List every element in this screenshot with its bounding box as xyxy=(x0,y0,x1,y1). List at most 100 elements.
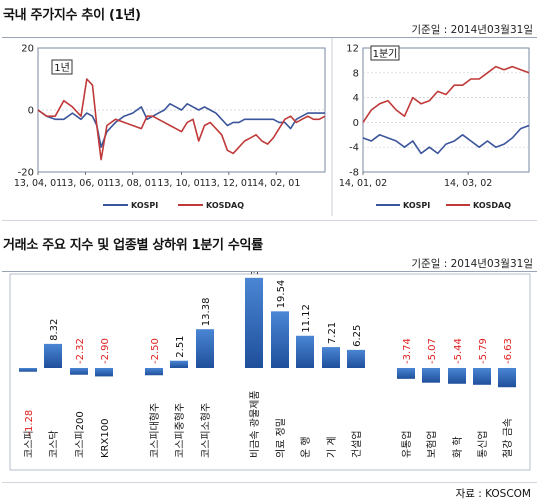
chart1-legend-kospi-label: KOSPI xyxy=(131,201,158,210)
x-tick-label: 13, 04, 01 xyxy=(14,178,62,189)
series-line-kosdaq xyxy=(37,78,326,161)
bar xyxy=(296,335,314,368)
footer-divider xyxy=(2,482,537,483)
bar-value-label: -2.90 xyxy=(100,338,111,364)
chart2-legend: KOSPI KOSDAQ xyxy=(376,201,511,210)
category-label: 화 학 xyxy=(452,436,464,458)
section2-title: 거래소 주요 지수 및 업종별 상하위 1분기 수익률 xyxy=(3,238,263,253)
bar-value-label: 31.09 xyxy=(250,272,261,275)
category-label: 의료 정밀 xyxy=(275,418,287,458)
bar xyxy=(448,368,466,384)
x-tick-label: 13, 10, 01 xyxy=(157,178,205,189)
chart2-y-ticks: 12 8 4 0 -4 -8 xyxy=(346,44,359,179)
y-tick-label: 0 xyxy=(353,118,359,129)
bar-value-label: -3.74 xyxy=(402,338,413,364)
section2-basis-date: 기준일 : 2014년03월31일 xyxy=(411,258,533,270)
section1-divider xyxy=(2,37,537,38)
bar xyxy=(19,368,37,372)
x-tick-label: 14, 02, 01 xyxy=(252,178,300,189)
chart1-period-label: 1년 xyxy=(54,62,70,74)
chart1-series xyxy=(37,78,326,161)
chart2-x-ticks: 14, 01, 02 14, 03, 02 xyxy=(339,172,492,189)
section1-title: 국내 주가지수 추이 (1년) xyxy=(3,8,141,23)
bar xyxy=(347,349,365,368)
category-label: 통신업 xyxy=(476,430,489,458)
y-tick-label: -20 xyxy=(18,168,34,179)
section-divider xyxy=(2,220,537,221)
bar-value-label: 11.12 xyxy=(301,304,312,333)
category-label: 코스피200 xyxy=(74,411,86,458)
category-label: 코스닥 xyxy=(48,430,60,458)
bar xyxy=(271,311,289,368)
category-label: 건설업 xyxy=(350,430,363,458)
chart2-plot-frame xyxy=(362,47,530,173)
x-tick-label: 13, 06, 01 xyxy=(61,178,109,189)
source-note: 자료 : KOSCOM xyxy=(455,488,531,500)
bar-value-label: -5.79 xyxy=(478,338,489,364)
category-label: 운 행 xyxy=(300,436,312,458)
y-tick-label: 0 xyxy=(28,106,34,117)
series-line-kospi xyxy=(362,124,530,155)
category-label: 유통업 xyxy=(400,430,413,458)
chart1-legend: KOSPI KOSDAQ xyxy=(103,201,244,210)
category-label: 비금속 광물제품 xyxy=(249,390,261,458)
chart2-legend-kospi-label: KOSPI xyxy=(403,201,430,210)
category-label: KRX100 xyxy=(100,419,111,458)
bar-value-label: -5.07 xyxy=(427,338,438,364)
bar xyxy=(245,277,263,368)
chart1-period-tag: 1년 xyxy=(51,59,73,75)
chart2-period-label: 1분기 xyxy=(373,48,398,60)
bar-value-label: -2.50 xyxy=(150,338,161,364)
bar xyxy=(196,329,214,368)
x-tick-label: 14, 01, 02 xyxy=(339,178,387,189)
chart2-legend-kosdaq-label: KOSDAQ xyxy=(473,201,511,210)
series-line-kospi xyxy=(37,103,325,148)
bar xyxy=(498,368,516,388)
category-label: 철강 금속 xyxy=(502,418,514,458)
chart1-y-ticks: 20 0 -20 xyxy=(18,44,34,179)
bar-value-label: -6.63 xyxy=(503,338,514,364)
y-tick-label: 8 xyxy=(353,68,359,79)
bar xyxy=(473,368,491,385)
x-tick-label: 13, 12, 01 xyxy=(205,178,253,189)
x-tick-label: 14, 03, 02 xyxy=(444,178,492,189)
y-tick-label: -8 xyxy=(349,168,359,179)
bar-value-label: 8.32 xyxy=(49,319,60,341)
bar-value-label: -1.28 xyxy=(24,410,35,436)
category-label: 코스피소형주 xyxy=(200,403,212,458)
bar-value-label: 7.21 xyxy=(327,322,338,344)
y-tick-label: 12 xyxy=(346,44,359,55)
section2-divider xyxy=(2,271,537,272)
bar-value-label: -2.32 xyxy=(75,338,86,364)
bar xyxy=(170,360,188,368)
chart1-legend-kosdaq-label: KOSDAQ xyxy=(206,201,244,210)
y-tick-label: 4 xyxy=(353,93,359,104)
category-label: 기 계 xyxy=(326,436,338,458)
x-tick-label: 13, 08, 01 xyxy=(109,178,157,189)
chart2-period-tag: 1분기 xyxy=(370,45,400,61)
bar xyxy=(95,368,113,377)
category-label: 코스피 xyxy=(23,430,35,458)
y-tick-label: -4 xyxy=(349,143,359,154)
bar-value-label: 13.38 xyxy=(201,298,212,327)
bar-value-label: -5.44 xyxy=(453,338,464,364)
category-label: 보험업 xyxy=(425,430,438,458)
category-label: 코스피중형주 xyxy=(174,403,186,458)
category-label: 코스피대형주 xyxy=(149,403,161,458)
bar xyxy=(422,368,440,383)
bar xyxy=(70,368,88,375)
bar xyxy=(145,368,163,376)
y-tick-label: 20 xyxy=(21,44,34,55)
bar xyxy=(322,347,340,368)
bar xyxy=(397,368,415,379)
series-line-kosdaq xyxy=(362,65,530,123)
bar-value-label: 2.51 xyxy=(175,335,186,357)
chart2-series xyxy=(362,65,530,155)
bar xyxy=(44,343,62,368)
section1-basis-date: 기준일 : 2014년03월31일 xyxy=(411,24,533,36)
bar-value-label: 19.54 xyxy=(276,280,287,309)
